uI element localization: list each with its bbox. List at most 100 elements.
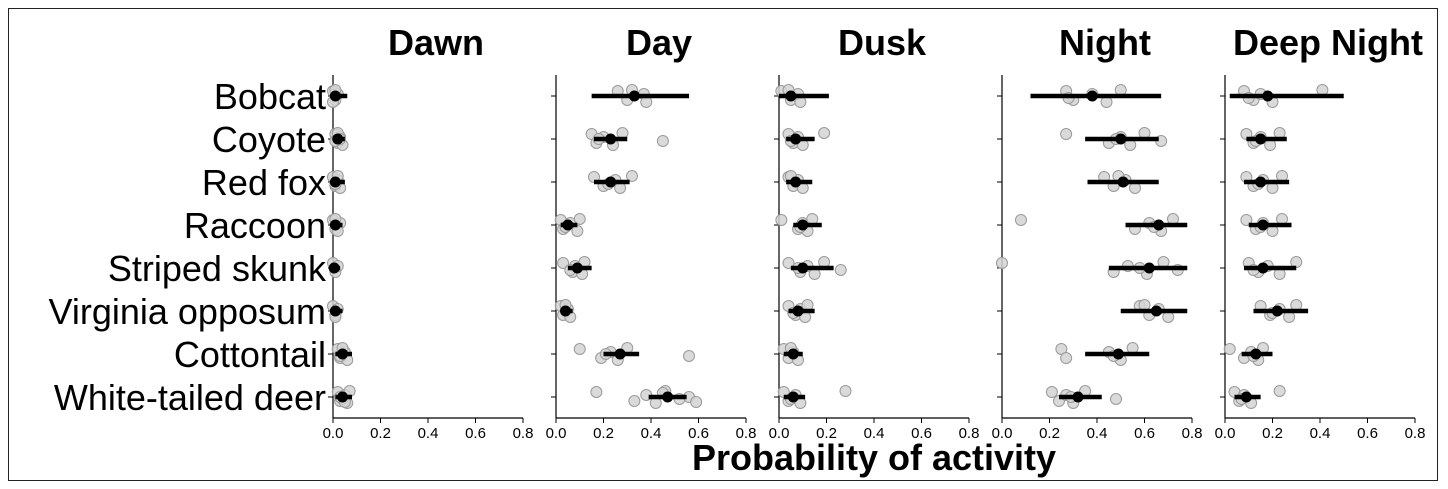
x-tick-label: 0.0 (992, 425, 1013, 442)
species-label: Virginia opposum (48, 291, 326, 332)
mean-estimate (329, 176, 341, 188)
x-tick-label: 0.8 (1182, 425, 1203, 442)
mean-estimate (605, 176, 617, 188)
mean-estimate (787, 348, 799, 360)
mean-estimate (329, 90, 341, 102)
x-tick-label: 0.8 (736, 425, 757, 442)
mean-estimate (628, 90, 640, 102)
x-tick-label: 0.4 (1087, 425, 1108, 442)
x-tick-label: 0.6 (911, 425, 932, 442)
mean-estimate (560, 305, 571, 317)
mean-estimate (797, 262, 809, 274)
mean-estimate (1257, 219, 1269, 231)
data-point (590, 386, 603, 398)
mean-estimate (332, 133, 344, 145)
panel-title: Dawn (388, 22, 484, 63)
species-label: Raccoon (184, 205, 326, 246)
data-point (818, 127, 831, 139)
mean-estimate (787, 391, 799, 403)
mean-estimate (1240, 391, 1252, 403)
mean-estimate (792, 305, 804, 317)
mean-estimate (1262, 90, 1274, 102)
data-point (775, 214, 788, 226)
species-label: Striped skunk (108, 248, 327, 289)
data-point (1015, 214, 1027, 226)
panel-title: Dusk (838, 22, 927, 63)
data-point (834, 264, 847, 276)
panel-title: Night (1059, 22, 1151, 63)
mean-estimate (329, 219, 341, 231)
x-tick-label: 0.0 (546, 425, 567, 442)
x-tick-label: 0.8 (513, 425, 534, 442)
figure-frame (8, 8, 1438, 481)
data-point (656, 135, 669, 147)
species-label: White-tailed deer (54, 377, 326, 418)
x-tick-label: 0.2 (593, 425, 614, 442)
mean-estimate (662, 391, 674, 403)
x-tick-label: 0.4 (864, 425, 885, 442)
x-tick-label: 0.8 (959, 425, 980, 442)
mean-estimate (605, 133, 617, 145)
data-point (628, 395, 641, 407)
data-point (1223, 343, 1236, 355)
x-tick-label: 0.2 (816, 425, 837, 442)
mean-estimate (1250, 348, 1262, 360)
x-tick-label: 0.6 (1357, 425, 1378, 442)
mean-estimate (797, 219, 809, 231)
panel-night: Night 0.0 0.2 0.4 0.6 0.8 (992, 22, 1203, 442)
data-point (996, 257, 1008, 269)
x-tick-label: 0.6 (465, 425, 486, 442)
x-tick-label: 0.2 (1262, 425, 1283, 442)
data-point (1110, 393, 1122, 405)
x-tick-label: 0.6 (688, 425, 709, 442)
x-tick-label: 0.0 (323, 425, 344, 442)
panel-title: Deep Night (1233, 22, 1423, 63)
mean-estimate (1150, 305, 1162, 317)
x-tick-label: 0.0 (769, 425, 790, 442)
x-tick-label: 0.4 (418, 425, 439, 442)
mean-estimate (1255, 133, 1267, 145)
data-point (626, 170, 638, 182)
species-label: Cottontail (174, 334, 326, 375)
mean-estimate (329, 305, 341, 317)
mean-estimate (1271, 305, 1283, 317)
panel-day: Day 0.0 0.2 0.4 0.6 0.8 (546, 22, 757, 442)
x-axis-title: Probability of activity (692, 437, 1056, 478)
mean-estimate (614, 348, 626, 360)
species-label: Coyote (212, 119, 326, 160)
data-point (573, 343, 586, 355)
species-label: Red fox (202, 162, 326, 203)
data-point (1273, 385, 1286, 397)
data-point (1045, 386, 1058, 398)
mean-estimate (337, 391, 348, 403)
x-tick-label: 0.0 (1215, 425, 1236, 442)
x-tick-label: 0.4 (1310, 425, 1331, 442)
x-tick-label: 0.2 (1039, 425, 1060, 442)
x-tick-label: 0.2 (370, 425, 391, 442)
panel-title: Day (626, 22, 692, 63)
data-point (1060, 128, 1073, 140)
data-point (683, 350, 695, 362)
mean-estimate (1072, 391, 1084, 403)
mean-estimate (1117, 176, 1129, 188)
mean-estimate (571, 262, 583, 274)
species-label: Bobcat (214, 76, 326, 117)
mean-estimate (1115, 133, 1127, 145)
data-point (557, 257, 570, 269)
data-point (1060, 352, 1073, 364)
data-point (573, 213, 586, 225)
mean-estimate (1086, 90, 1098, 102)
mean-estimate (790, 133, 802, 145)
mean-estimate (1112, 348, 1124, 360)
mean-estimate (1255, 176, 1267, 188)
panel-deep-night: Deep Night 0.0 0.2 0.4 0.6 0.8 (1215, 22, 1426, 442)
data-point (690, 396, 703, 408)
mean-estimate (328, 262, 340, 274)
panel-dusk: Dusk 0.0 0.2 0.4 0.6 0.8 (769, 22, 980, 442)
mean-estimate (790, 176, 802, 188)
mean-estimate (562, 219, 574, 231)
mean-estimate (337, 348, 348, 360)
mean-estimate (1143, 262, 1155, 274)
